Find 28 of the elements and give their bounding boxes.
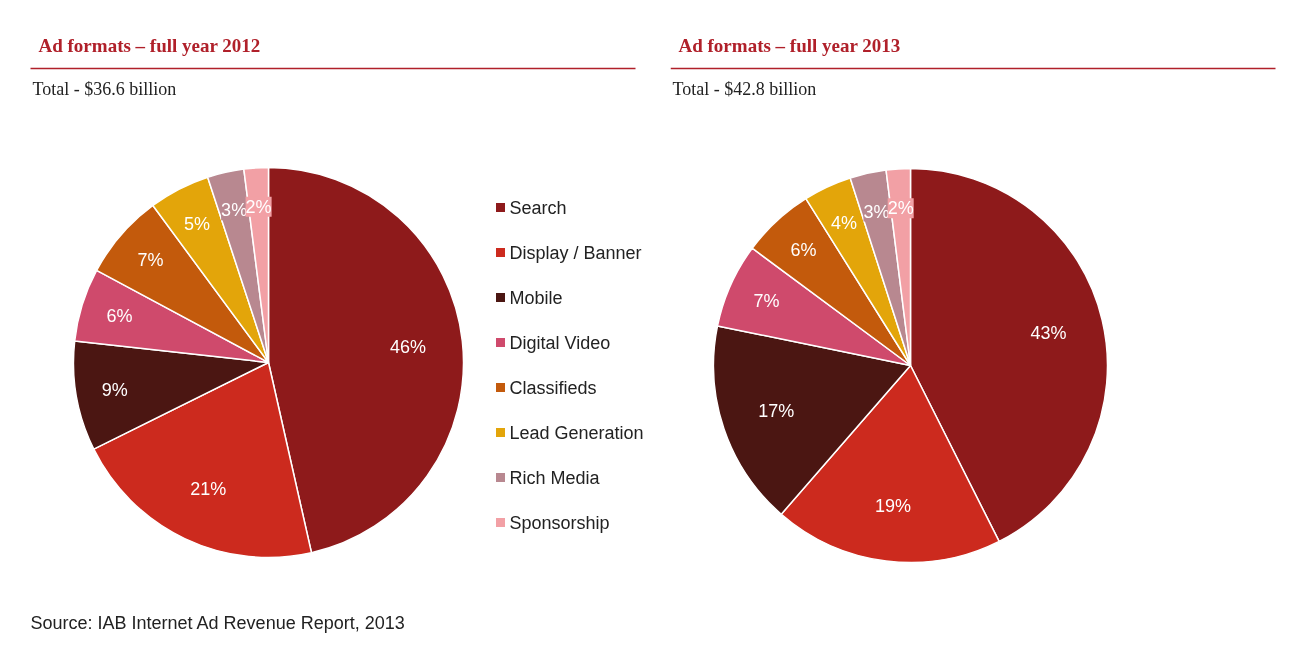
data-label: 3% — [863, 201, 890, 222]
legend-label: Digital Video — [509, 332, 611, 353]
data-label: 6% — [106, 306, 133, 327]
data-label: 2% — [245, 196, 272, 217]
chart-subtitle: Total - $42.8 billion — [672, 78, 817, 99]
chart-subtitle: Total - $36.6 billion — [32, 78, 177, 99]
data-label: 6% — [790, 239, 817, 260]
legend-label: Lead Generation — [509, 422, 644, 443]
chart-title: Ad formats – full year 2012 — [38, 35, 261, 56]
data-label: 2% — [887, 198, 914, 219]
legend-label: Sponsorship — [509, 512, 610, 533]
data-label: 7% — [137, 250, 164, 271]
data-label: 9% — [101, 379, 128, 400]
data-label: 21% — [190, 479, 227, 500]
data-label: 19% — [874, 496, 911, 517]
legend-label: Display / Banner — [509, 242, 642, 263]
data-label: 7% — [753, 291, 780, 312]
chart-title: Ad formats – full year 2013 — [678, 35, 901, 56]
legend-label: Search — [509, 197, 567, 218]
data-label: 5% — [184, 213, 211, 234]
legend-label: Rich Media — [509, 467, 601, 488]
data-label: 46% — [390, 336, 427, 357]
legend-label: Mobile — [509, 287, 563, 308]
data-label: 43% — [1030, 322, 1067, 343]
data-label: 17% — [758, 401, 795, 422]
data-label: 4% — [831, 212, 858, 233]
source-note: Source: IAB Internet Ad Revenue Report, 2013 — [30, 612, 405, 633]
legend-label: Classifieds — [509, 377, 597, 398]
